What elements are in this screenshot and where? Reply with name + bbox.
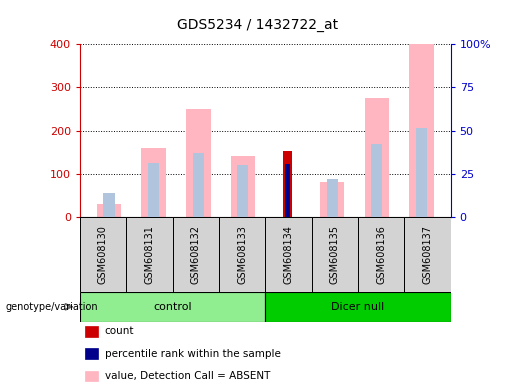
Text: value, Detection Call = ABSENT: value, Detection Call = ABSENT (105, 371, 270, 381)
Text: control: control (153, 302, 192, 312)
Bar (80, 217, 126, 292)
Text: genotype/variation: genotype/variation (5, 302, 98, 312)
Bar (219, 217, 265, 292)
Bar (327, 179, 338, 217)
Bar (193, 153, 204, 217)
Bar (409, 44, 434, 217)
Bar (186, 109, 211, 217)
Bar (97, 204, 121, 217)
Bar (320, 182, 345, 217)
Bar (231, 157, 255, 217)
Text: GSM608136: GSM608136 (376, 225, 386, 284)
Text: GSM608131: GSM608131 (144, 225, 154, 284)
Bar (265, 292, 451, 322)
Text: Dicer null: Dicer null (331, 302, 385, 312)
Bar (365, 98, 389, 217)
Text: percentile rank within the sample: percentile rank within the sample (105, 349, 281, 359)
Text: GSM608135: GSM608135 (330, 225, 340, 284)
Bar (104, 193, 114, 217)
Bar (126, 217, 173, 292)
Bar (312, 217, 358, 292)
Bar (285, 164, 290, 217)
Bar (404, 217, 451, 292)
Text: GSM608133: GSM608133 (237, 225, 247, 284)
Bar (416, 128, 427, 217)
Bar (283, 151, 293, 217)
Text: GSM608130: GSM608130 (98, 225, 108, 284)
Bar (148, 163, 159, 217)
Bar (80, 292, 265, 322)
Text: GDS5234 / 1432722_at: GDS5234 / 1432722_at (177, 18, 338, 32)
Bar (371, 144, 383, 217)
Text: count: count (105, 326, 134, 336)
Bar (265, 217, 312, 292)
Bar (237, 165, 248, 217)
Text: GSM608132: GSM608132 (191, 225, 201, 284)
Text: GSM608134: GSM608134 (283, 225, 294, 284)
Bar (358, 217, 404, 292)
Bar (141, 148, 166, 217)
Text: GSM608137: GSM608137 (422, 225, 433, 284)
Bar (173, 217, 219, 292)
